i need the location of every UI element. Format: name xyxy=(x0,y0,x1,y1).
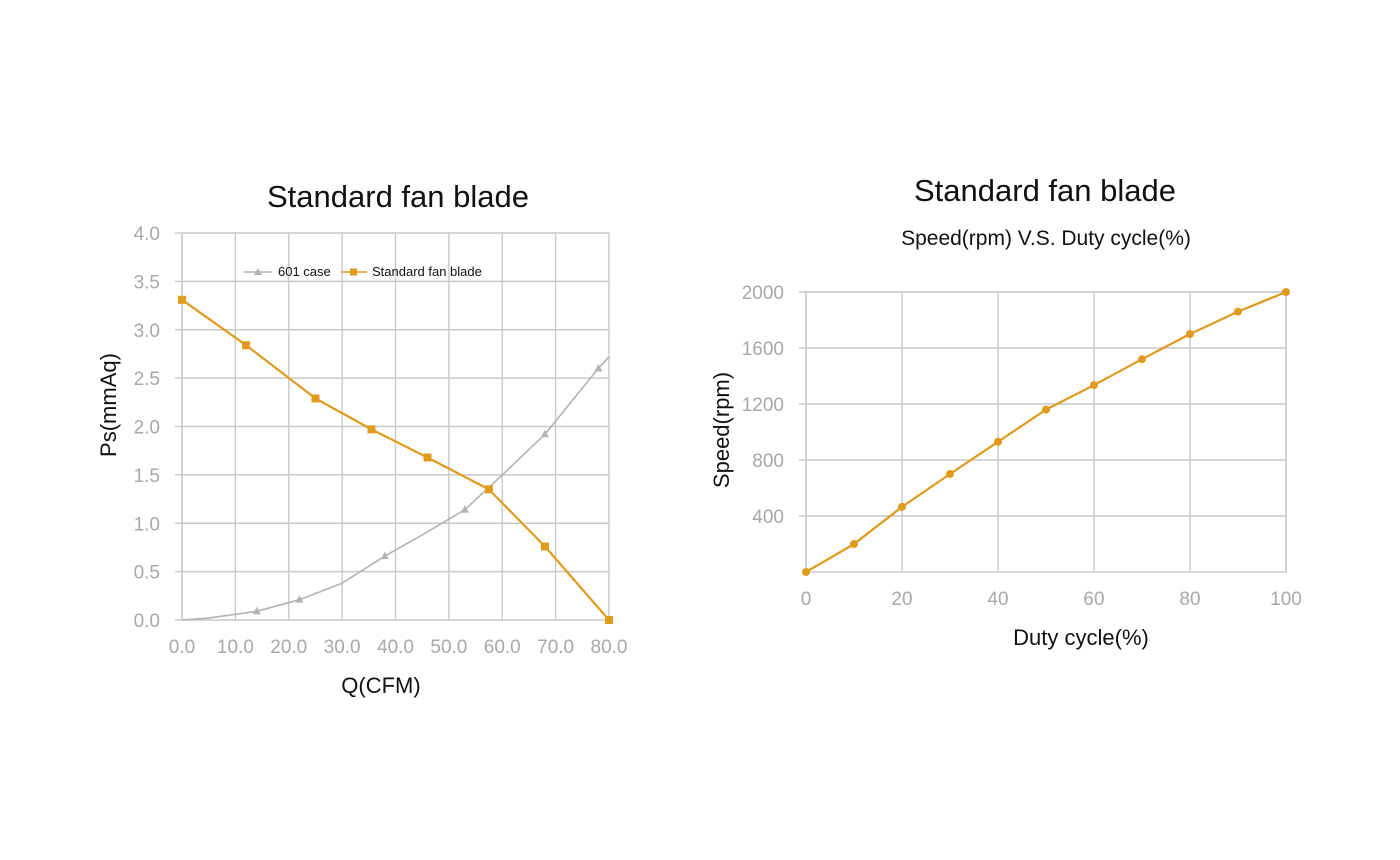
chart2-point xyxy=(1186,330,1194,338)
chart1-y-tick-labels: 0.0 0.5 1.0 1.5 2.0 2.5 3.0 3.5 4.0 xyxy=(134,224,160,632)
chart1-series-line-1 xyxy=(181,298,610,621)
chart1-x-tick-label: 60.0 xyxy=(484,637,521,658)
chart1-x-axis-label: Q(CFM) xyxy=(341,673,420,698)
chart1-x-tick-labels: 0.0 10.0 20.0 30.0 40.0 50.0 60.0 70.0 80.0 xyxy=(169,637,628,658)
chart1-point-601-case xyxy=(252,606,261,615)
chart1-point-601-case xyxy=(594,363,603,372)
chart1-y-tick-label: 3.5 xyxy=(134,272,160,293)
chart1-y-tick-label: 3.0 xyxy=(134,321,160,342)
chart1-point-standard xyxy=(242,341,251,350)
chart1-y-tick-label: 2.5 xyxy=(134,369,160,390)
chart1-point-601-case xyxy=(295,595,304,603)
chart2-x-tick-label: 0 xyxy=(801,589,812,610)
chart2-title: Standard fan blade xyxy=(914,173,1176,208)
chart2-subtitle: Speed(rpm) V.S. Duty cycle(%) xyxy=(901,227,1191,250)
chart1-point-standard xyxy=(484,485,493,494)
chart1-point-standard xyxy=(423,453,432,462)
chart1-series xyxy=(178,295,613,624)
chart2-y-tick-label: 1600 xyxy=(742,339,784,360)
chart1-x-tick-label: 40.0 xyxy=(377,637,414,658)
chart2-series xyxy=(802,288,1290,576)
chart2-y-tick-label: 2000 xyxy=(742,283,784,304)
chart2-x-tick-label: 100 xyxy=(1270,589,1302,610)
chart1-point-standard xyxy=(367,425,376,434)
chart1-point-standard xyxy=(178,295,186,304)
chart2-point xyxy=(1282,288,1290,296)
chart1-y-tick-label: 0.5 xyxy=(134,563,160,584)
chart2-point xyxy=(1138,355,1146,364)
chart1-point-601-case xyxy=(380,551,389,560)
legend-601-case-marker xyxy=(254,268,262,275)
chart1-point-standard xyxy=(311,394,320,403)
chart2-series-line xyxy=(805,290,1287,573)
chart2-x-axis-label: Duty cycle(%) xyxy=(1013,625,1149,650)
chart2-point xyxy=(898,502,906,511)
chart2-point xyxy=(994,437,1002,446)
chart1-y-tick-label: 1.5 xyxy=(134,466,160,487)
legend-601-case-label: 601 case xyxy=(278,264,331,279)
chart2-x-tick-label: 20 xyxy=(891,589,912,610)
chart1-y-axis-label: Ps(mmAq) xyxy=(96,353,121,457)
chart1-x-tick-label: 50.0 xyxy=(430,637,467,658)
chart1-legend: 601 case Standard fan blade xyxy=(244,264,482,279)
chart1-point-standard xyxy=(605,616,613,624)
chart2-point xyxy=(850,540,858,548)
legend-standard-label: Standard fan blade xyxy=(372,264,482,279)
chart2-y-tick-labels: 400 800 1200 1600 2000 xyxy=(742,283,784,528)
pq-curve-chart: Standard fan blade 0.0 0.5 1.0 1.5 2.0 2.5 3.0… xyxy=(96,179,627,698)
chart2-x-tick-labels: 0 20 40 60 80 100 xyxy=(801,589,1302,610)
chart1-title: Standard fan blade xyxy=(267,179,529,214)
chart2-point xyxy=(1234,307,1242,316)
chart1-x-tick-label: 80.0 xyxy=(591,637,628,658)
chart1-point-standard xyxy=(540,542,549,551)
chart1-x-tick-label: 10.0 xyxy=(217,637,254,658)
chart2-x-tick-label: 40 xyxy=(987,589,1008,610)
chart1-grid xyxy=(175,232,610,621)
chart1-y-tick-label: 1.0 xyxy=(134,514,160,535)
chart1-y-tick-label: 0.0 xyxy=(134,611,160,632)
chart1-y-tick-label: 4.0 xyxy=(134,224,160,245)
chart2-y-tick-label: 800 xyxy=(752,451,784,472)
speed-duty-chart: Standard fan blade Speed(rpm) V.S. Duty … xyxy=(709,173,1302,650)
chart2-y-axis-label: Speed(rpm) xyxy=(709,372,734,488)
chart1-x-tick-label: 20.0 xyxy=(270,637,307,658)
chart1-x-tick-label: 30.0 xyxy=(324,637,361,658)
chart1-y-tick-label: 2.0 xyxy=(134,418,160,439)
legend-standard-marker xyxy=(350,268,357,276)
chart2-point xyxy=(1042,405,1050,414)
chart2-y-tick-label: 400 xyxy=(752,507,784,528)
chart2-y-tick-label: 1200 xyxy=(742,395,784,416)
chart2-point xyxy=(1090,381,1098,390)
chart2-x-tick-label: 60 xyxy=(1083,589,1104,610)
chart2-point xyxy=(946,470,954,478)
chart2-x-tick-label: 80 xyxy=(1179,589,1200,610)
chart1-series-line-0 xyxy=(181,356,610,621)
chart1-x-tick-label: 0.0 xyxy=(169,637,195,658)
chart1-point-601-case xyxy=(460,505,469,513)
chart2-plot-frame xyxy=(805,291,1287,573)
chart1-x-tick-label: 70.0 xyxy=(537,637,574,658)
chart2-grid xyxy=(799,291,1287,573)
chart2-point xyxy=(802,568,810,576)
chart1-point-601-case xyxy=(540,429,549,438)
